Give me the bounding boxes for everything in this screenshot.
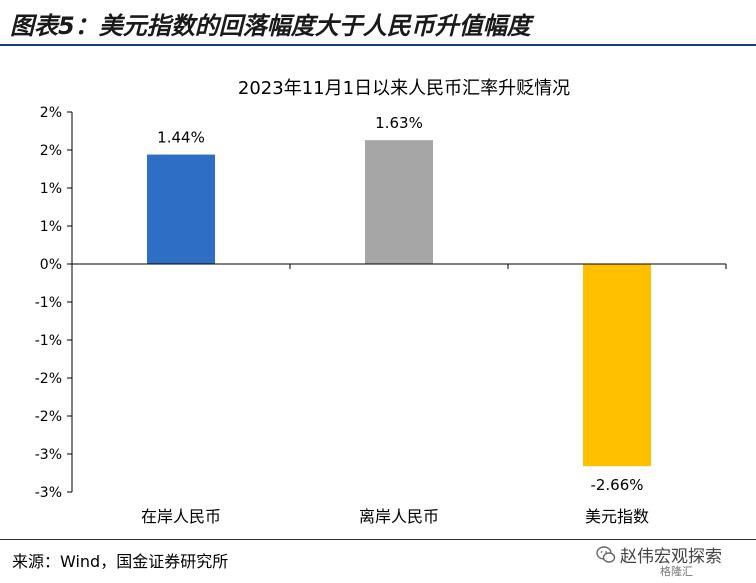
- source-note: 来源：Wind，国金证券研究所: [12, 552, 229, 571]
- bar: [583, 264, 651, 467]
- y-tick-label: 1%: [40, 181, 62, 197]
- data-label: 1.44%: [157, 129, 205, 147]
- y-tick-label: 0%: [40, 257, 62, 273]
- y-tick-label: 2%: [40, 143, 62, 159]
- data-label: -2.66%: [590, 476, 643, 494]
- figure-title: 图表5：美元指数的回落幅度大于人民币升值幅度: [10, 12, 531, 40]
- y-tick-label: 2%: [40, 105, 62, 121]
- watermark-sub: 格隆汇: [660, 565, 693, 578]
- y-tick-label: -1%: [35, 333, 62, 349]
- y-tick-label: -3%: [35, 447, 62, 463]
- watermark-text: 赵伟宏观探索: [620, 547, 722, 567]
- wechat-icon: [596, 545, 616, 563]
- source-divider: [0, 539, 756, 540]
- y-tick-label: -2%: [35, 409, 62, 425]
- bar: [147, 154, 215, 264]
- bar-chart: 2023年11月1日以来人民币汇率升贬情况 2% 2% 1% 1% 0% -1% -1% -2%…: [35, 78, 727, 526]
- title-divider: [0, 44, 756, 46]
- data-label: 1.63%: [375, 114, 423, 132]
- chart-title: 2023年11月1日以来人民币汇率升贬情况: [238, 78, 570, 99]
- y-tick-label: -1%: [35, 295, 62, 311]
- category-label: 美元指数: [585, 507, 649, 526]
- y-tick-label: -3%: [35, 485, 62, 501]
- y-tick-label: 1%: [40, 219, 62, 235]
- category-label: 在岸人民币: [141, 507, 221, 526]
- y-tick-label: -2%: [35, 371, 62, 387]
- watermark: 赵伟宏观探索: [596, 542, 722, 567]
- category-label: 离岸人民币: [359, 507, 439, 526]
- bar: [365, 140, 433, 264]
